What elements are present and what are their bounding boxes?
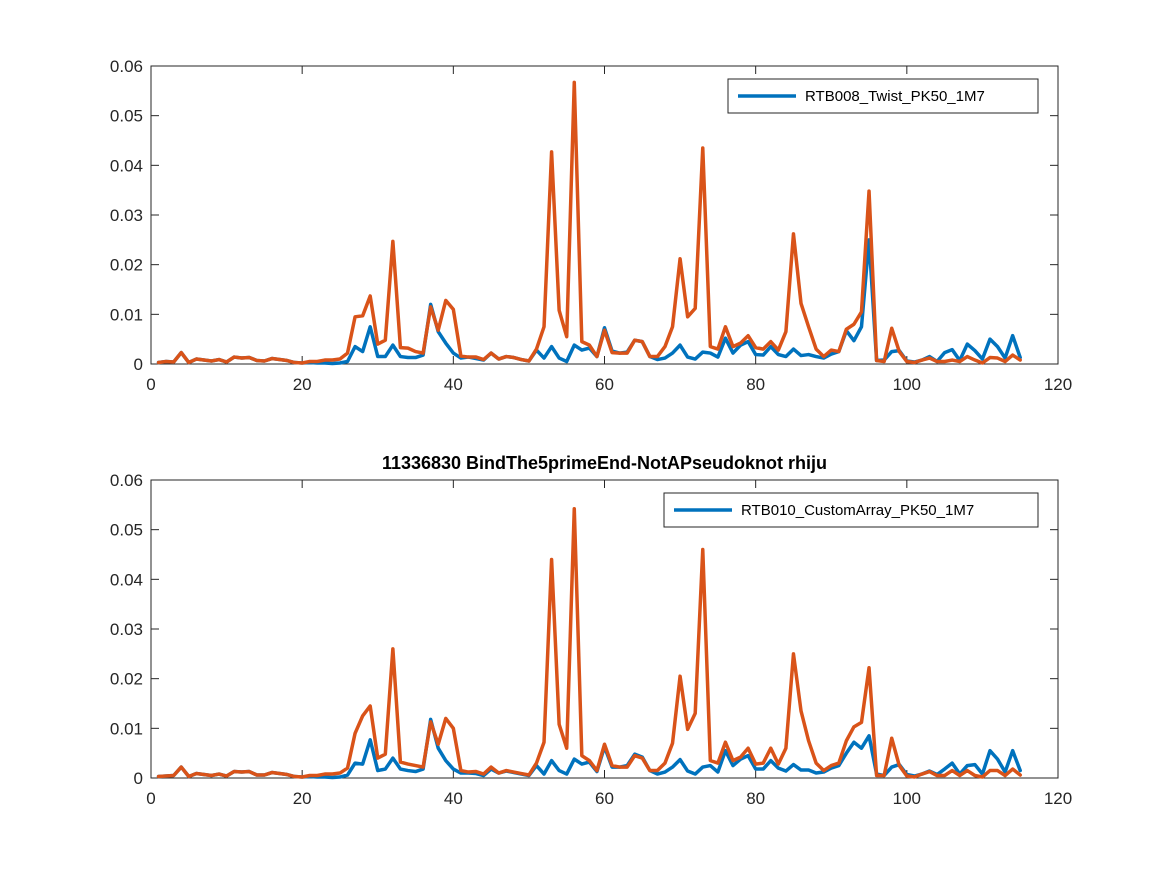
x-tick-label: 80: [746, 789, 765, 808]
x-tick-label: 20: [293, 375, 312, 394]
x-tick-label: 80: [746, 375, 765, 394]
legend-label: RTB008_Twist_PK50_1M7: [805, 88, 985, 105]
x-tick-label: 100: [893, 789, 921, 808]
y-tick-label: 0: [134, 355, 143, 374]
y-tick-label: 0: [134, 769, 143, 788]
x-tick-label: 0: [146, 375, 155, 394]
y-tick-label: 0.01: [110, 305, 143, 324]
y-tick-label: 0.02: [110, 670, 143, 689]
x-tick-label: 0: [146, 789, 155, 808]
series-line-1: [156, 507, 1022, 779]
x-tick-label: 120: [1044, 375, 1072, 394]
y-tick-label: 0.03: [110, 620, 143, 639]
legend: RTB008_Twist_PK50_1M7: [727, 78, 1039, 114]
legend-label: RTB010_CustomArray_PK50_1M7: [741, 502, 974, 519]
y-tick-label: 0.01: [110, 719, 143, 738]
top-chart: 0 20 40 60 80 100 120 0 0.01 0.02 0.03 0.04 0.05 0.06…: [110, 57, 1072, 394]
plot-area: [150, 65, 1059, 365]
legend: RTB010_CustomArray_PK50_1M7: [663, 492, 1039, 528]
y-tick-label: 0.06: [110, 57, 143, 76]
x-tick-label: 20: [293, 789, 312, 808]
x-tick-label: 40: [444, 375, 463, 394]
x-tick-label: 100: [893, 375, 921, 394]
y-tick-label: 0.03: [110, 206, 143, 225]
x-tick-label: 60: [595, 789, 614, 808]
chart-title: 11336830 BindThe5primeEnd-NotAPseudoknot…: [382, 453, 827, 473]
y-tick-label: 0.04: [110, 156, 143, 175]
x-tick-label: 120: [1044, 789, 1072, 808]
y-tick-label: 0.02: [110, 256, 143, 275]
y-tick-label: 0.04: [110, 570, 143, 589]
series-line-1: [156, 80, 1022, 365]
y-tick-label: 0.05: [110, 107, 143, 126]
x-tick-label: 40: [444, 789, 463, 808]
bottom-chart: 0 20 40 60 80 100 120 0 0.01 0.02 0.03 0.04 0.05 0.06…: [110, 453, 1072, 808]
y-tick-label: 0.05: [110, 521, 143, 540]
x-tick-label: 60: [595, 375, 614, 394]
y-tick-label: 0.06: [110, 471, 143, 490]
